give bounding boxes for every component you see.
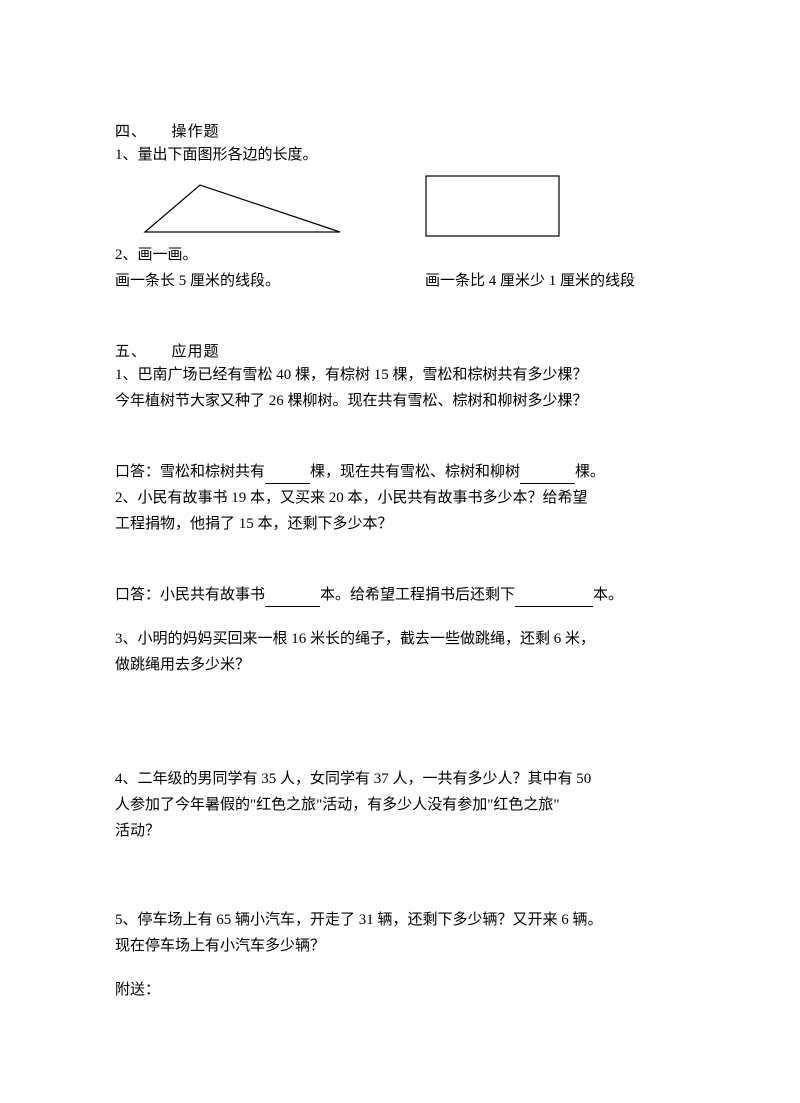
shapes-row: [135, 175, 685, 237]
q5-3-l1: 3、小明的妈妈买回来一根 16 米长的绳子，截去一些做跳绳，还剩 6 米，: [115, 627, 685, 651]
q5-2-l1: 2、小民有故事书 19 本，又买来 20 本，小民共有故事书多少本？给希望: [115, 486, 685, 510]
q5-1-ans-pre: 口答：雪松和棕树共有: [115, 464, 265, 480]
q5-5-l1: 5、停车场上有 65 辆小汽车，开走了 31 辆，还剩下多少辆？又开来 6 辆。: [115, 908, 685, 932]
q5-1-ans-mid: 棵，现在共有雪松、棕树和柳树: [310, 464, 520, 480]
q4-2-label: 2、画一画。: [115, 243, 685, 267]
q5-2-ans-pre: 口答：小民共有故事书: [115, 587, 265, 603]
q5-1-answer: 口答：雪松和棕树共有 棵，现在共有雪松、棕树和柳树 棵。: [115, 460, 685, 484]
rectangle-shape: [425, 175, 560, 237]
q5-4-l3: 活动？: [115, 819, 685, 843]
q5-4-l2: 人参加了今年暑假的"红色之旅"活动，有多少人没有参加"红色之旅": [115, 793, 685, 817]
q5-5-l2: 现在停车场上有小汽车多少辆？: [115, 934, 685, 958]
blank: [520, 466, 575, 484]
draw-row: 画一条长 5 厘米的线段。 画一条比 4 厘米少 1 厘米的线段: [115, 269, 635, 295]
section5-header: 五、 应用题: [115, 340, 685, 361]
draw-left: 画一条长 5 厘米的线段。: [115, 269, 280, 293]
q4-1-text: 1、量出下面图形各边的长度。: [115, 143, 685, 167]
q5-2-l2: 工程捐物，他捐了 15 本，还剩下多少本？: [115, 512, 685, 536]
q5-2-answer: 口答：小民共有故事书 本。给希望工程捐书后还剩下 本。: [115, 583, 685, 607]
q5-2-ans-mid: 本。给希望工程捐书后还剩下: [320, 587, 515, 603]
q5-4-l1: 4、二年级的男同学有 35 人，女同学有 37 人，一共有多少人？其中有 50: [115, 767, 685, 791]
draw-right: 画一条比 4 厘米少 1 厘米的线段: [425, 269, 635, 293]
q5-1-ans-post: 棵。: [575, 464, 605, 480]
q5-1-l1: 1、巴南广场已经有雪松 40 棵，有棕树 15 棵，雪松和棕树共有多少棵？: [115, 363, 685, 387]
section4-header: 四、 操作题: [115, 120, 685, 141]
blank: [515, 589, 593, 607]
blank: [265, 589, 320, 607]
q5-3-l2: 做跳绳用去多少米？: [115, 653, 685, 677]
blank: [265, 466, 310, 484]
q5-1-l2: 今年植树节大家又种了 26 棵柳树。现在共有雪松、棕树和柳树多少棵？: [115, 389, 685, 413]
q5-2-ans-post: 本。: [593, 587, 623, 603]
appendix-label: 附送：: [115, 978, 685, 1002]
triangle-shape: [135, 177, 355, 237]
